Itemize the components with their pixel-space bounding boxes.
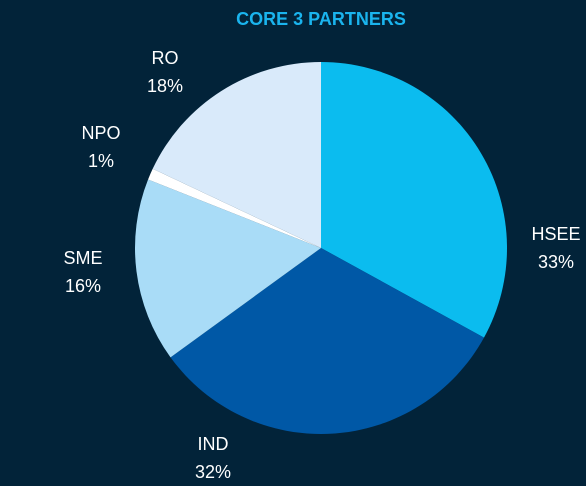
slice-label: RO (152, 48, 179, 68)
slice-value-label: 16% (65, 276, 101, 296)
slice-label: HSEE (531, 224, 580, 244)
slice-value-label: 33% (538, 252, 574, 272)
slice-value-label: 1% (88, 151, 114, 171)
pie-slice (152, 61, 321, 248)
pie-slice (170, 248, 484, 434)
chart-title: CORE 3 PARTNERS (236, 9, 406, 29)
slice-label: SME (63, 248, 102, 268)
slice-value-label: 32% (195, 462, 231, 482)
slice-label: NPO (81, 123, 120, 143)
slice-label: IND (198, 434, 229, 454)
slice-value-label: 18% (147, 76, 183, 96)
pie-slice (134, 179, 321, 358)
pie-slice (321, 62, 507, 338)
pie-slice (148, 168, 321, 248)
